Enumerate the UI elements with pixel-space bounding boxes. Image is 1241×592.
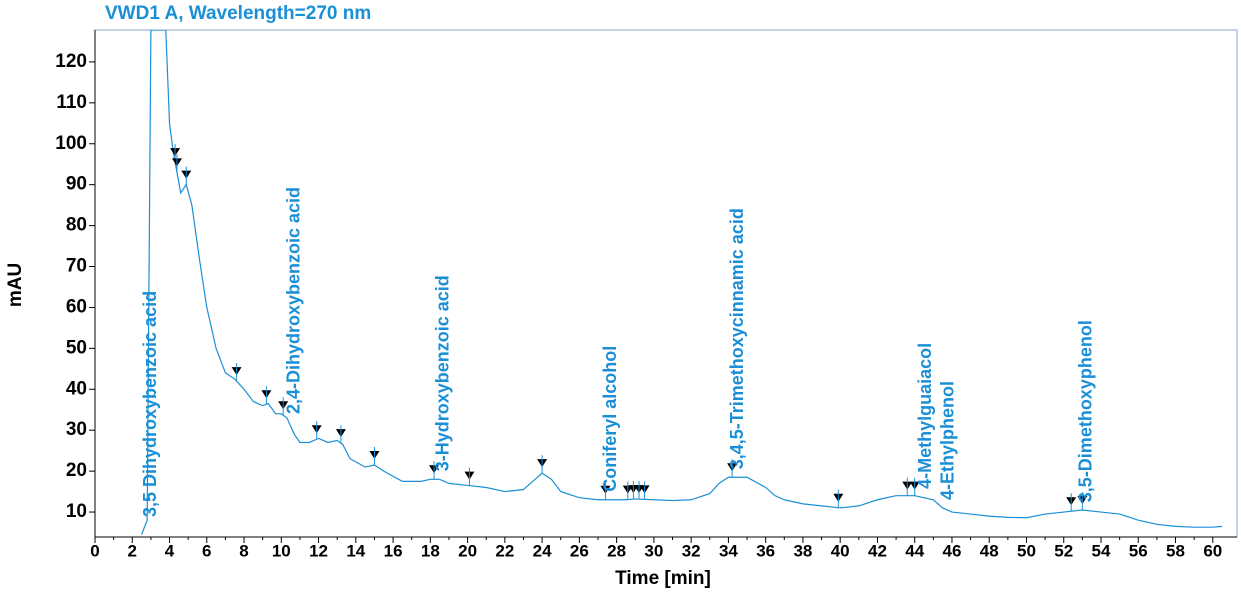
x-tick-label: 24 (533, 541, 552, 560)
x-tick-label: 22 (495, 541, 514, 560)
x-tick-label: 40 (831, 541, 850, 560)
peak-label: 4-Methylguaiacol (915, 343, 935, 489)
y-tick-label: 30 (66, 419, 87, 440)
peak-label: 3,4,5-Trimethoxycinnamic acid (727, 208, 747, 469)
x-tick-label: 42 (868, 541, 887, 560)
x-tick-label: 54 (1092, 541, 1111, 560)
x-tick-label: 34 (719, 541, 738, 560)
x-tick-label: 14 (346, 541, 365, 560)
y-tick-label: 40 (66, 378, 87, 399)
x-tick-label: 52 (1054, 541, 1073, 560)
x-tick-label: 32 (682, 541, 701, 560)
x-tick-label: 20 (458, 541, 477, 560)
x-tick-label: 2 (128, 541, 137, 560)
y-tick-label: 100 (55, 133, 87, 154)
y-tick-label: 60 (66, 296, 87, 317)
peak-label: 2,4-Dihydroxybenzoic acid (283, 187, 303, 414)
peak-label: 3-Hydroxybenzoic acid (433, 275, 453, 471)
x-tick-label: 0 (90, 541, 99, 560)
peak-label: Coniferyl alcohol (600, 346, 620, 492)
x-tick-label: 30 (644, 541, 663, 560)
y-tick-label: 110 (56, 92, 87, 113)
plot-area (141, 30, 1223, 535)
peak-label: 3,5 Dihydroxybenzoic acid (140, 291, 160, 517)
x-tick-label: 18 (421, 541, 440, 560)
peak-label: 4-Ethylphenol (937, 381, 957, 500)
x-tick-label: 36 (756, 541, 775, 560)
y-tick-label: 70 (66, 256, 87, 277)
x-axis-label: Time [min] (615, 568, 711, 589)
x-tick-label: 12 (309, 541, 328, 560)
x-tick-label: 16 (384, 541, 403, 560)
plot-frame (94, 29, 1238, 538)
y-tick-label: 20 (66, 460, 87, 481)
y-tick-label: 10 (66, 501, 87, 522)
x-tick-label: 26 (570, 541, 589, 560)
y-tick-label: 120 (55, 51, 87, 72)
chart-title: VWD1 A, Wavelength=270 nm (105, 3, 371, 24)
x-tick-label: 10 (272, 541, 291, 560)
x-tick-label: 38 (793, 541, 812, 560)
trace (141, 30, 1223, 535)
x-tick-label: 48 (980, 541, 999, 560)
x-tick-label: 60 (1203, 541, 1222, 560)
x-tick-label: 6 (202, 541, 211, 560)
x-tick-label: 46 (943, 541, 962, 560)
x-tick-label: 4 (165, 541, 175, 560)
y-tick-label: 50 (66, 337, 87, 358)
x-tick-label: 50 (1017, 541, 1036, 560)
y-tick-label: 80 (66, 215, 87, 236)
x-tick-label: 58 (1166, 541, 1185, 560)
y-tick-label: 90 (66, 174, 87, 195)
x-tick-label: 8 (239, 541, 248, 560)
x-tick-label: 44 (905, 541, 924, 560)
x-tick-label: 28 (607, 541, 626, 560)
x-tick-label: 56 (1129, 541, 1148, 560)
peak-label: 3,5-Dimethoxyphenol (1075, 320, 1095, 502)
y-axis-label: mAU (5, 263, 26, 307)
